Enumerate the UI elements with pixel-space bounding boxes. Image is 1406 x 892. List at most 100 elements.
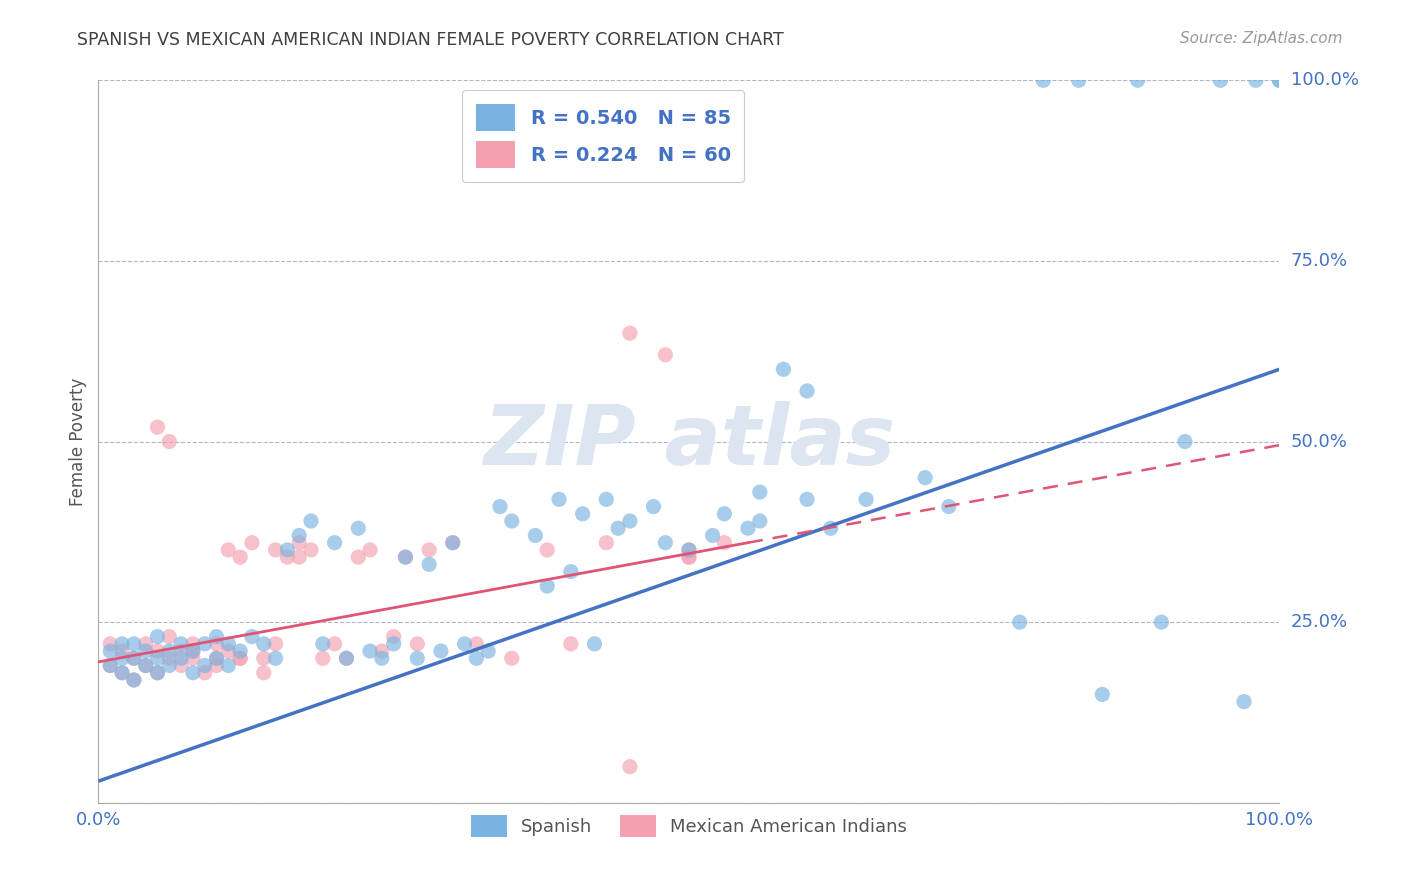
Point [713,507,735,521]
Point [441,535,464,549]
Point [619,326,641,340]
Point [146,644,169,658]
Legend: Spanish, Mexican American Indians: Spanish, Mexican American Indians [464,808,914,845]
Point [855,492,877,507]
Point [157,644,180,658]
Point [194,665,217,680]
Point [276,550,298,565]
Point [111,665,134,680]
Point [678,542,700,557]
Point [643,500,665,514]
Point [229,644,252,658]
Point [796,384,818,398]
Point [796,492,818,507]
Point [157,651,180,665]
Point [1126,73,1149,87]
Point [607,521,630,535]
Point [595,492,617,507]
Point [1244,73,1267,87]
Point [240,535,263,549]
Text: 100.0%: 100.0% [1291,71,1358,89]
Point [501,651,523,665]
Point [1067,73,1090,87]
Text: Source: ZipAtlas.com: Source: ZipAtlas.com [1180,31,1343,46]
Point [157,658,180,673]
Point [323,637,346,651]
Point [347,521,370,535]
Point [135,658,157,673]
Point [181,637,204,651]
Point [1008,615,1031,630]
Point [1233,695,1256,709]
Point [678,542,700,557]
Point [536,542,558,557]
Point [619,514,641,528]
Point [418,558,440,572]
Point [406,637,429,651]
Point [122,651,145,665]
Point [170,651,193,665]
Point [299,542,322,557]
Point [181,651,204,665]
Point [1268,73,1291,87]
Point [312,651,335,665]
Point [382,630,405,644]
Point [382,637,405,651]
Point [335,651,357,665]
Point [205,651,228,665]
Point [264,651,287,665]
Point [240,630,263,644]
Point [157,434,180,449]
Point [288,550,311,565]
Point [135,658,157,673]
Point [938,500,960,514]
Point [146,651,169,665]
Point [253,651,276,665]
Point [418,542,440,557]
Point [217,542,239,557]
Point [111,665,134,680]
Point [441,535,464,549]
Point [194,637,217,651]
Point [170,644,193,658]
Y-axis label: Female Poverty: Female Poverty [69,377,87,506]
Point [595,535,617,549]
Point [194,658,217,673]
Point [536,579,558,593]
Point [748,514,770,528]
Point [1091,687,1114,701]
Point [135,637,157,651]
Point [1032,73,1054,87]
Point [772,362,794,376]
Point [1209,73,1232,87]
Point [406,651,429,665]
Point [737,521,759,535]
Text: 75.0%: 75.0% [1291,252,1348,270]
Point [181,665,204,680]
Point [288,535,311,549]
Point [146,665,169,680]
Point [98,658,121,673]
Point [205,651,228,665]
Point [264,637,287,651]
Point [217,658,239,673]
Point [654,348,676,362]
Text: 25.0%: 25.0% [1291,613,1348,632]
Point [205,637,228,651]
Point [253,637,276,651]
Point [371,651,394,665]
Point [619,760,641,774]
Point [748,485,770,500]
Point [312,637,335,651]
Point [229,651,252,665]
Point [288,528,311,542]
Point [678,550,700,565]
Text: ZIP atlas: ZIP atlas [482,401,896,482]
Point [359,644,381,658]
Point [1150,615,1173,630]
Point [217,644,239,658]
Point [170,637,193,651]
Point [111,637,134,651]
Point [524,528,547,542]
Point [217,637,239,651]
